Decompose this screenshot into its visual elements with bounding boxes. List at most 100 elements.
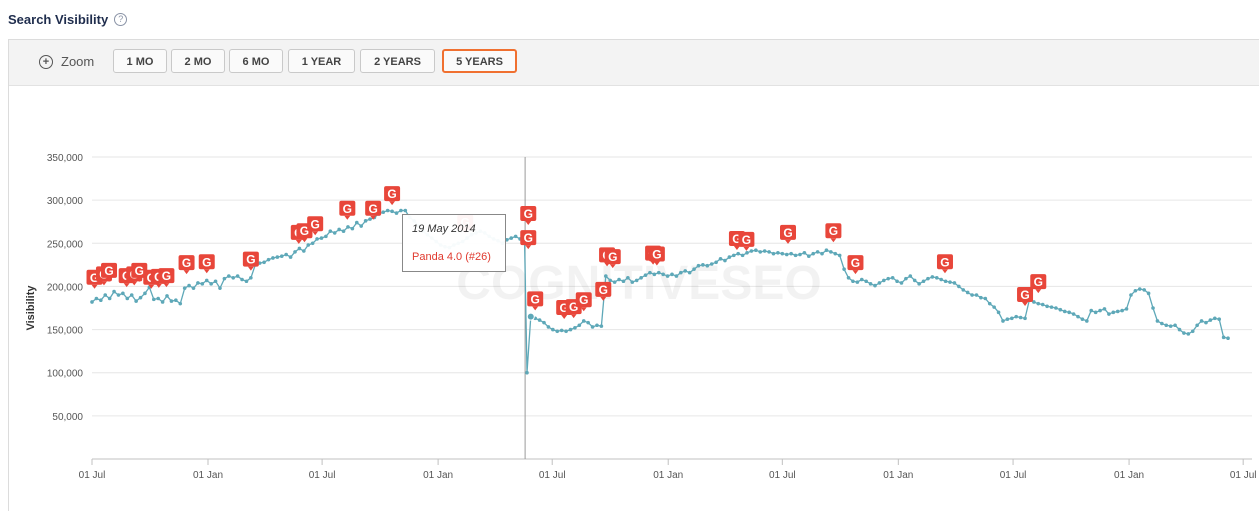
data-point (125, 296, 130, 301)
google-update-marker[interactable]: G (847, 255, 864, 275)
data-point (156, 296, 160, 301)
google-update-marker[interactable]: G (575, 292, 592, 312)
google-marker-letter: G (829, 224, 838, 238)
google-update-marker[interactable]: G (307, 216, 324, 236)
data-point (824, 248, 829, 252)
google-update-marker[interactable]: G (604, 249, 621, 269)
zoom-button-1-mo[interactable]: 1 MO (113, 49, 167, 73)
data-point (284, 252, 288, 257)
data-point (696, 263, 701, 268)
google-update-marker[interactable]: G (780, 224, 796, 244)
google-update-marker[interactable]: G (384, 186, 401, 206)
data-point (886, 276, 891, 281)
google-marker-letter: G (90, 271, 99, 285)
data-point (116, 293, 121, 297)
data-point (1221, 335, 1226, 340)
data-point (705, 263, 710, 268)
google-marker-box (520, 230, 537, 246)
google-update-marker[interactable]: G (1030, 274, 1047, 294)
google-marker-letter: G (1020, 288, 1029, 302)
data-point (1213, 316, 1217, 321)
google-marker-letter: G (524, 231, 533, 245)
google-update-marker[interactable]: G (242, 251, 259, 271)
data-point (302, 249, 306, 253)
google-update-marker[interactable]: G (520, 205, 537, 225)
data-point (350, 226, 355, 231)
data-point (279, 254, 284, 259)
help-icon[interactable]: ? (114, 13, 128, 26)
google-update-marker[interactable]: G (825, 223, 842, 243)
data-point (643, 273, 648, 278)
data-point (564, 329, 568, 334)
data-point (807, 254, 811, 259)
data-point (1142, 288, 1146, 292)
zoom-button-1-year[interactable]: 1 YEAR (288, 49, 355, 73)
data-point (200, 282, 205, 286)
data-point (652, 272, 657, 277)
data-point (509, 236, 514, 240)
data-point (231, 276, 236, 280)
data-point (780, 251, 785, 256)
data-point (187, 283, 191, 288)
zoom-button-5-years[interactable]: 5 YEARS (442, 49, 517, 73)
google-marker-pointer (301, 238, 308, 243)
data-point (151, 297, 156, 302)
y-tick-label: 250,000 (47, 239, 84, 250)
google-update-marker[interactable]: G (595, 281, 612, 301)
google-update-marker[interactable]: G (648, 246, 665, 266)
google-marker-letter: G (569, 300, 578, 314)
data-point (359, 224, 363, 228)
google-update-marker[interactable]: G (158, 268, 175, 288)
google-update-marker[interactable]: G (520, 230, 537, 250)
zoom-button-2-years[interactable]: 2 YEARS (360, 49, 435, 73)
data-point (381, 210, 386, 215)
data-point (1067, 310, 1071, 315)
google-marker-pointer (852, 270, 859, 275)
data-point (1146, 291, 1151, 296)
data-point (324, 234, 328, 239)
x-tick-label: 01 Jan (653, 470, 683, 481)
data-point (771, 251, 776, 256)
google-marker-box (780, 224, 796, 240)
google-update-marker[interactable]: G (738, 231, 755, 251)
google-update-marker[interactable]: G (198, 254, 215, 274)
google-update-marker[interactable]: G (1017, 287, 1034, 307)
data-point (551, 327, 555, 332)
google-update-marker[interactable]: G (936, 254, 953, 274)
data-point (793, 253, 798, 258)
google-update-marker[interactable]: G (339, 200, 356, 220)
google-marker-box (595, 281, 612, 297)
google-update-marker[interactable]: G (527, 291, 544, 311)
zoom-button-2-mo[interactable]: 2 MO (171, 49, 225, 73)
google-marker-pointer (1022, 302, 1029, 307)
data-point (842, 267, 846, 271)
data-point (943, 279, 948, 284)
data-point (310, 241, 315, 246)
google-update-marker[interactable]: G (101, 262, 118, 282)
data-point (670, 272, 674, 277)
google-marker-letter: G (579, 293, 588, 307)
data-point (608, 278, 613, 283)
google-update-marker[interactable]: G (178, 255, 195, 275)
data-point (908, 274, 913, 278)
data-point (1107, 312, 1111, 316)
google-marker-pointer (203, 269, 210, 274)
google-marker-box (825, 223, 842, 239)
visibility-chart[interactable]: 50,000 100,000 150,000 200,000 250,000 300,00… (9, 86, 1259, 511)
data-point (851, 279, 855, 284)
data-point (542, 320, 546, 325)
highlight-point (526, 312, 535, 321)
data-point (1226, 336, 1230, 340)
data-point (121, 291, 125, 296)
data-point (948, 280, 952, 284)
data-point (736, 251, 740, 256)
data-point (873, 283, 877, 288)
google-marker-box (101, 262, 118, 278)
data-point (332, 231, 337, 235)
data-point (837, 253, 842, 258)
google-update-marker[interactable]: G (365, 200, 382, 220)
data-point (1049, 305, 1054, 309)
zoom-button-6-mo[interactable]: 6 MO (229, 49, 283, 73)
data-point (577, 323, 582, 328)
data-point (1014, 314, 1019, 319)
